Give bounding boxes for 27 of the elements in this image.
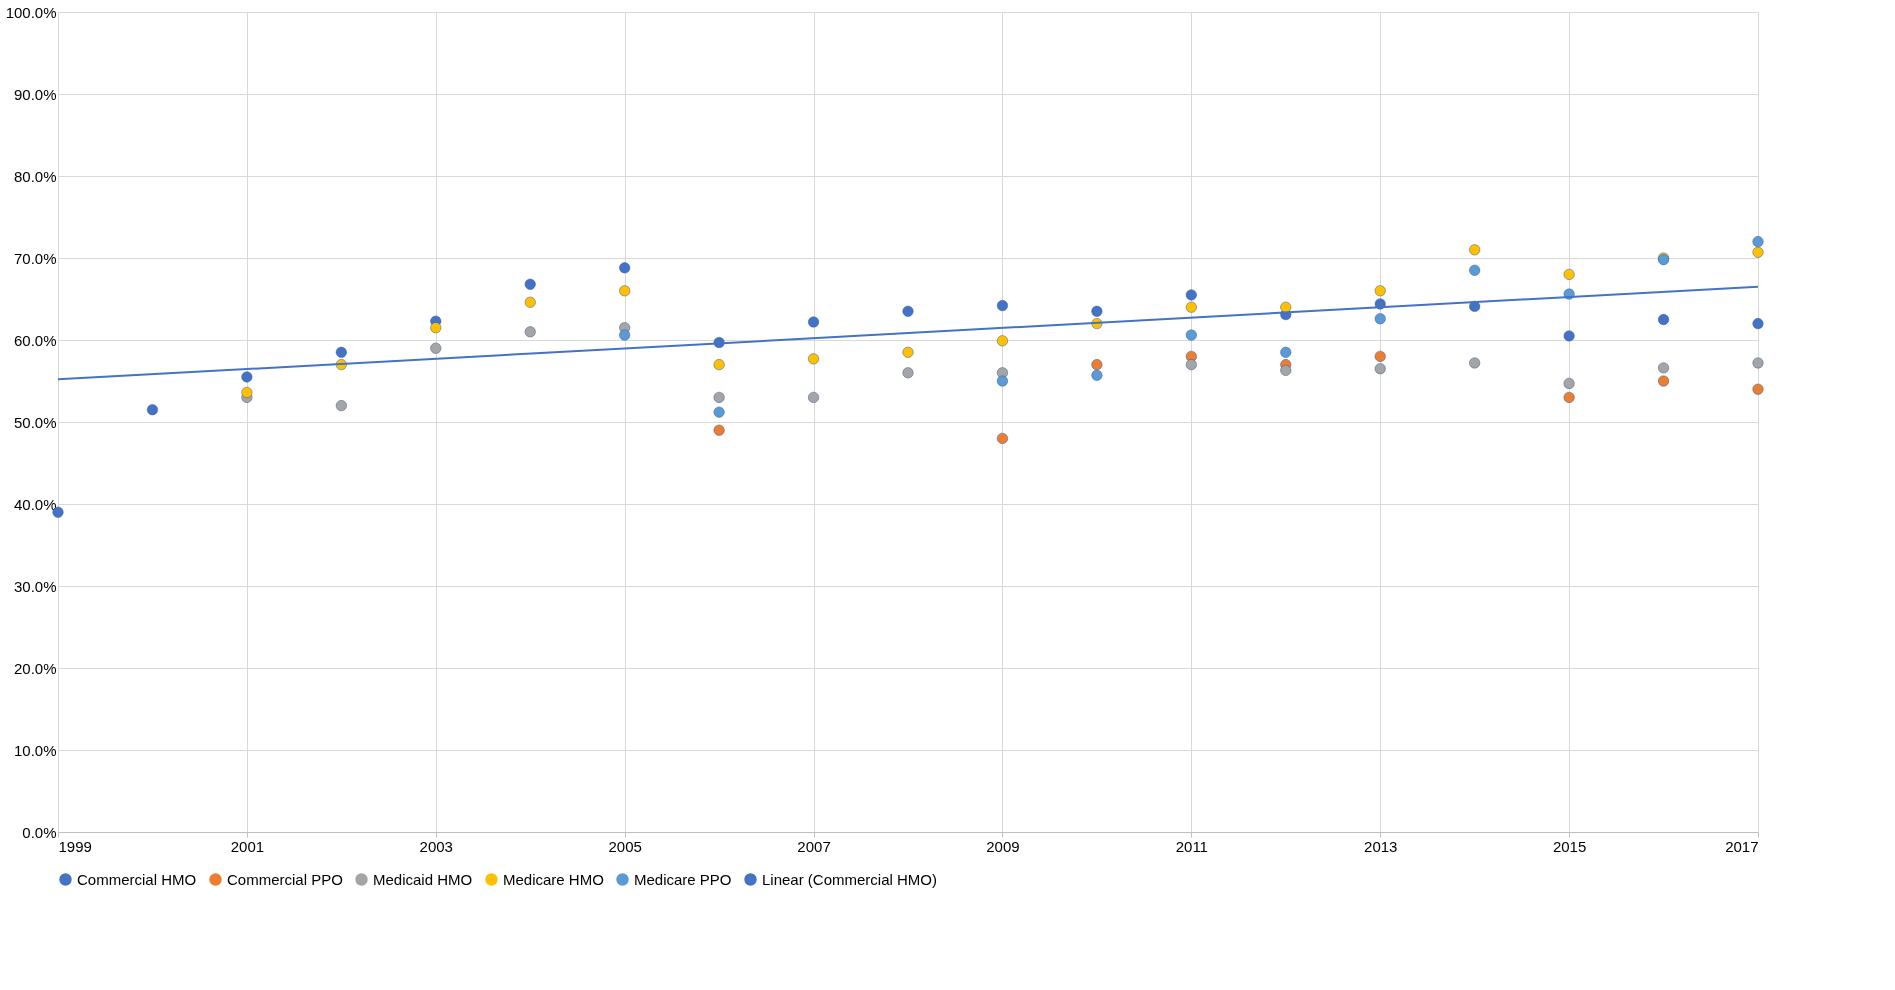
y-tick-label: 30.0% <box>13 577 57 595</box>
x-tick-label: 2015 <box>1552 837 1587 855</box>
y-tick-label: 90.0% <box>13 85 57 103</box>
y-tick-label: 80.0% <box>13 167 57 185</box>
y-tick-label: 60.0% <box>13 331 57 349</box>
y-tick-label: 0.0% <box>22 823 57 841</box>
x-tick-label: 1999 <box>58 837 92 855</box>
x-tick-label: 2009 <box>986 837 1020 855</box>
legend-label: Medicaid HMO <box>373 870 473 888</box>
legend-label: Medicare PPO <box>634 870 732 888</box>
x-tick-label: 2017 <box>1725 837 1759 855</box>
legend-label: Commercial PPO <box>227 870 343 888</box>
x-tick-label: 2003 <box>419 837 453 855</box>
legend-label: Linear (Commercial HMO) <box>762 870 938 888</box>
y-tick-label: 40.0% <box>13 495 57 513</box>
x-tick-label: 2011 <box>1175 837 1208 855</box>
y-tick-label: 20.0% <box>13 659 57 677</box>
y-tick-label: 10.0% <box>13 741 57 759</box>
x-tick-label: 2001 <box>230 837 265 855</box>
x-tick-label: 2007 <box>797 837 831 855</box>
y-tick-label: 70.0% <box>13 249 57 267</box>
legend-label: Medicare HMO <box>503 870 604 888</box>
x-tick-label: 2005 <box>608 837 642 855</box>
legend-label: Commercial HMO <box>77 870 197 888</box>
y-tick-label: 100.0% <box>5 3 57 21</box>
y-tick-label: 50.0% <box>13 413 57 431</box>
x-tick-label: 2013 <box>1364 837 1398 855</box>
